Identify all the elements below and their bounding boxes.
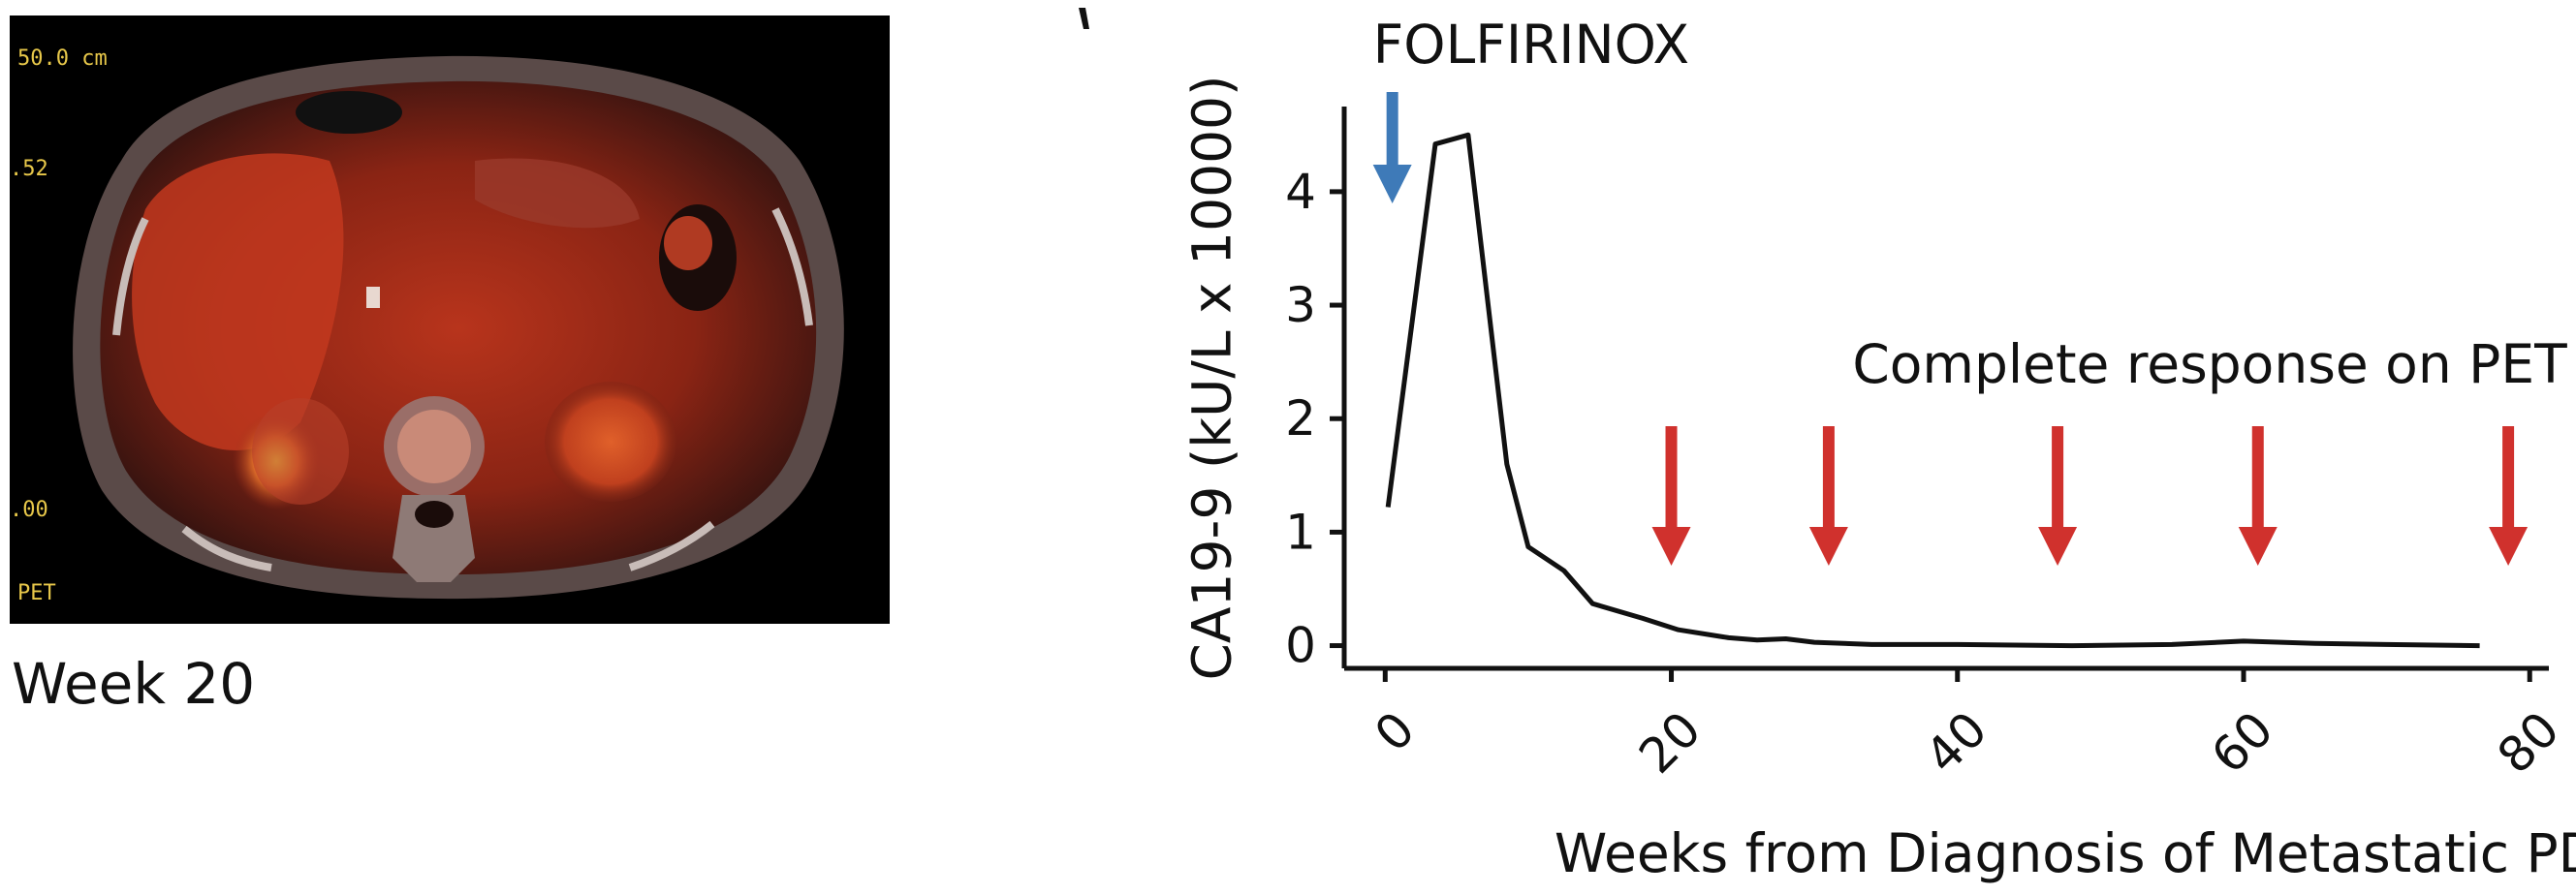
- scan-scale-label: 50.0 cm: [17, 46, 108, 71]
- annotation-layer: FOLFIRINOX Complete response on PET: [1372, 14, 2567, 566]
- liver-region: [132, 153, 344, 450]
- spinal-canal: [415, 501, 454, 528]
- folfirinox-arrow-shaft: [1386, 92, 1398, 167]
- response-arrow: [1651, 426, 1691, 566]
- bowel-gas: [296, 91, 402, 134]
- stomach-region: [475, 158, 640, 229]
- y-tick-label: 2: [1285, 390, 1316, 447]
- response-arrow-head: [1808, 527, 1848, 566]
- pet-ct-scan-graphic: [73, 55, 844, 600]
- response-arrow: [2238, 426, 2278, 566]
- response-arrow-shaft: [1665, 426, 1678, 529]
- response-arrow: [2038, 426, 2078, 566]
- panel-letter-fragment: [1079, 8, 1089, 29]
- response-arrow-shaft: [2251, 426, 2264, 529]
- response-arrow: [2489, 426, 2529, 566]
- x-tick-label: 60: [2201, 701, 2284, 785]
- response-arrow: [1808, 426, 1848, 566]
- scan-window-lower-label: .00: [10, 498, 48, 522]
- rib: [771, 207, 813, 326]
- aorta-calcification: [366, 287, 380, 308]
- rib: [628, 520, 715, 571]
- response-arrow-head: [2238, 527, 2278, 566]
- y-axis-title: CA19-9 (kU/L x 10000): [1180, 75, 1242, 680]
- rib: [112, 217, 149, 336]
- spinous-process: [393, 495, 475, 582]
- y-axis-ticks: 0 1 2 3 4: [1285, 164, 1344, 674]
- ca19-9-series-line: [1385, 132, 2480, 649]
- response-arrow-shaft: [2052, 426, 2064, 529]
- x-axis-title: Weeks from Diagnosis of Metastatic PDAC: [1555, 822, 2576, 884]
- right-kidney: [252, 398, 349, 505]
- series-layer: [1385, 132, 2480, 649]
- y-tick-label: 0: [1285, 618, 1316, 674]
- response-arrow-head: [2038, 527, 2078, 566]
- y-tick-label: 1: [1285, 504, 1316, 560]
- panel-label: Week 20: [12, 651, 256, 717]
- y-tick-label: 3: [1285, 277, 1316, 333]
- left-kidney: [545, 382, 676, 502]
- scan-modality-label: PET: [17, 581, 56, 605]
- ca19-9-line-chart: 0 1 2 3 4 0 20 40 60 80 FOLFIRINOX Complete respo…: [1079, 8, 2576, 884]
- response-label: Complete response on PET: [1852, 333, 2567, 395]
- pet-ct-scan-image: 50.0 cm .52 .00 PET: [10, 15, 890, 624]
- scan-window-upper-label: .52: [10, 157, 48, 181]
- folfirinox-label: FOLFIRINOX: [1373, 14, 1689, 76]
- folfirinox-arrow: [1372, 92, 1412, 203]
- response-arrow-head: [2489, 527, 2529, 566]
- y-tick-label: 4: [1285, 164, 1316, 220]
- x-tick-label: 0: [1364, 701, 1426, 763]
- response-arrow-shaft: [2502, 426, 2515, 529]
- x-tick-label: 40: [1914, 701, 1997, 785]
- x-axis-ticks: 0 20 40 60 80: [1364, 668, 2570, 785]
- response-arrow-head: [1651, 527, 1691, 566]
- x-tick-label: 20: [1628, 701, 1712, 785]
- response-arrow-shaft: [1822, 426, 1835, 529]
- folfirinox-arrow-head: [1372, 165, 1412, 203]
- colon-content: [664, 216, 712, 270]
- rib: [181, 525, 272, 571]
- x-tick-label: 80: [2487, 701, 2570, 785]
- vertebral-core: [397, 410, 471, 483]
